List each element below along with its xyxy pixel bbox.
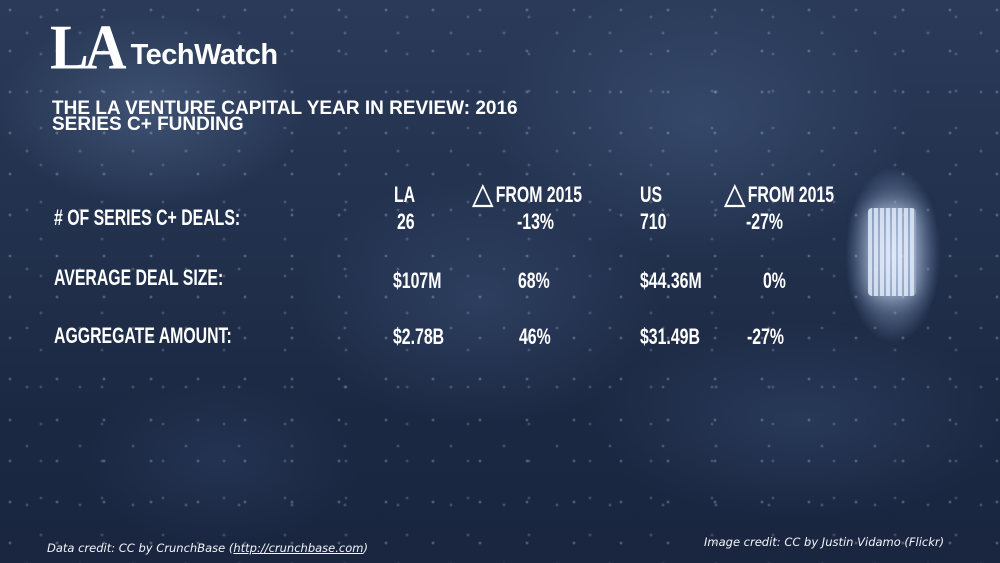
title-line-1: THE LA VENTURE CAPITAL YEAR IN REVIEW: 2… bbox=[52, 98, 518, 119]
us-deals-value: 710 bbox=[640, 209, 667, 234]
data-credit: Data credit: CC by CrunchBase (http://cr… bbox=[47, 541, 368, 555]
lit-skyscraper bbox=[868, 208, 916, 296]
la-techwatch-logo: LA TechWatch bbox=[50, 15, 278, 79]
la-aggregate-delta: 46% bbox=[519, 324, 551, 349]
la-avg-deal-delta: 68% bbox=[518, 268, 550, 293]
la-avg-deal-value: $107M bbox=[393, 268, 442, 293]
header-us: US bbox=[640, 182, 663, 207]
us-avg-deal-delta: 0% bbox=[763, 268, 786, 293]
triangle-delta-icon bbox=[471, 183, 494, 214]
header-la: LA bbox=[394, 182, 416, 207]
us-aggregate-value: $31.49B bbox=[640, 324, 700, 349]
title-line-2: SERIES C+ FUNDING bbox=[52, 114, 244, 135]
header-us-delta: FROM 2015 bbox=[723, 183, 834, 214]
us-avg-deal-value: $44.36M bbox=[640, 268, 702, 293]
header-la-delta: FROM 2015 bbox=[471, 183, 582, 214]
logo-la: LA bbox=[50, 11, 127, 83]
triangle-delta-icon bbox=[723, 183, 746, 214]
logo-techwatch: TechWatch bbox=[130, 39, 278, 71]
la-aggregate-value: $2.78B bbox=[393, 324, 445, 349]
la-deals-value: 26 bbox=[397, 209, 415, 234]
row-label-deals: # OF SERIES C+ DEALS: bbox=[54, 205, 241, 230]
la-deals-delta: -13% bbox=[517, 209, 554, 234]
row-label-aggregate: AGGREGATE AMOUNT: bbox=[54, 323, 232, 348]
us-deals-delta: -27% bbox=[746, 209, 783, 234]
page-title: THE LA VENTURE CAPITAL YEAR IN REVIEW: 2… bbox=[52, 98, 518, 135]
image-credit: Image credit: CC by Justin Vidamo (Flick… bbox=[704, 535, 945, 549]
crunchbase-link[interactable]: http://crunchbase.com bbox=[233, 541, 364, 555]
us-aggregate-delta: -27% bbox=[747, 324, 784, 349]
row-label-avg-deal-size: AVERAGE DEAL SIZE: bbox=[54, 265, 224, 290]
